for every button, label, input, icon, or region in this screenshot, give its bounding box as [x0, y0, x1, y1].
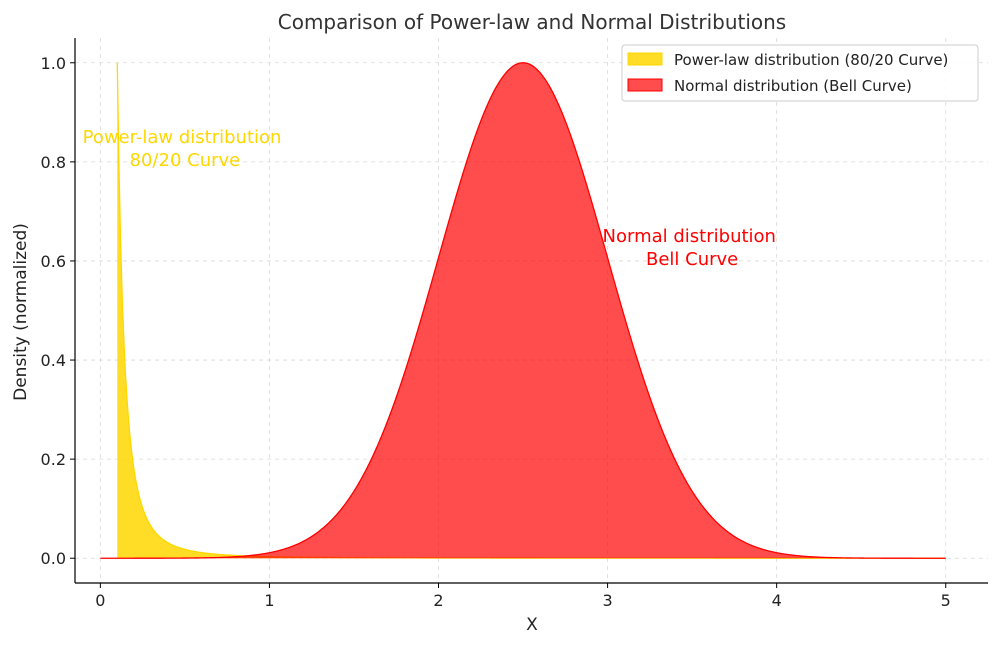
- legend: Power-law distribution (80/20 Curve) Nor…: [621, 44, 979, 102]
- legend-swatch-power-law: [627, 52, 663, 66]
- x-axis-label: X: [526, 615, 538, 635]
- x-tick-label-0: 0: [95, 591, 105, 610]
- annotation-normal-line-2: Bell Curve: [646, 249, 738, 270]
- annotation-power-law: Power-law distribution 80/20 Curve: [83, 127, 288, 171]
- ticks: 0 1 2 3 4 5 0.0 0.2 0.4 0.6 0.8 1.0: [41, 54, 951, 610]
- series-area-normal: [100, 62, 946, 559]
- x-tick-label-2: 2: [433, 591, 443, 610]
- x-tick-label-1: 1: [264, 591, 274, 610]
- legend-frame: [621, 44, 979, 102]
- chart-title: Comparison of Power-law and Normal Distr…: [278, 10, 786, 34]
- y-tick-label-5: 1.0: [41, 54, 66, 73]
- annotation-power-law-line-2: 80/20 Curve: [130, 150, 241, 171]
- x-tick-label-3: 3: [602, 591, 612, 610]
- series-layer: [100, 62, 946, 559]
- y-tick-label-0: 0.0: [41, 549, 66, 568]
- x-tick-label-4: 4: [772, 591, 782, 610]
- annotation-power-law-line-1: Power-law distribution: [83, 127, 282, 148]
- y-tick-label-1: 0.2: [41, 450, 66, 469]
- y-tick-label-2: 0.4: [41, 351, 66, 370]
- y-tick-label-3: 0.6: [41, 252, 66, 271]
- annotations: Power-law distribution 80/20 Curve Norma…: [83, 127, 782, 270]
- axes: [74, 38, 988, 584]
- y-axis-label: Density (normalized): [11, 223, 31, 401]
- annotation-normal-line-1: Normal distribution: [603, 226, 776, 247]
- legend-swatch-normal: [627, 78, 663, 92]
- legend-label-normal: Normal distribution (Bell Curve): [674, 77, 912, 95]
- series-line-normal: [100, 62, 946, 559]
- legend-label-power-law: Power-law distribution (80/20 Curve): [674, 51, 948, 69]
- y-tick-label-4: 0.8: [41, 153, 66, 172]
- annotation-normal: Normal distribution Bell Curve: [603, 226, 782, 270]
- x-tick-label-5: 5: [941, 591, 951, 610]
